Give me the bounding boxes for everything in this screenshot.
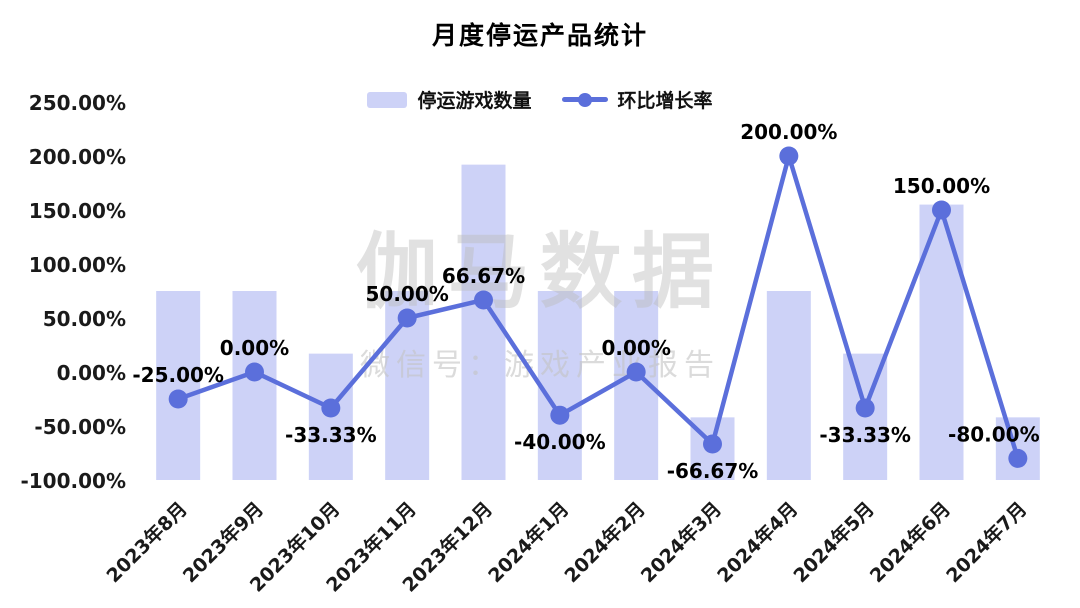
y-axis-tick-label: 150.00%: [29, 199, 126, 223]
line-series-marker-icon: [577, 92, 592, 107]
growth-rate-data-label: -40.00%: [514, 430, 606, 454]
y-axis-tick-label: -50.00%: [34, 415, 126, 439]
growth-rate-point: [168, 389, 188, 409]
growth-rate-data-label: 66.67%: [442, 264, 525, 288]
growth-rate-data-label: -66.67%: [667, 459, 759, 483]
growth-rate-data-label: 0.00%: [220, 336, 289, 360]
y-axis-tick-label: 250.00%: [29, 91, 126, 115]
x-axis-category-label: 2024年4月: [712, 497, 802, 587]
legend: 停运游戏数量 环比增长率: [0, 86, 1080, 113]
bar-discontinued-count: [232, 291, 277, 480]
legend-item-bar-series: 停运游戏数量: [367, 86, 532, 113]
line-series-swatch: [561, 92, 608, 107]
legend-label-bar-series: 停运游戏数量: [417, 90, 532, 112]
x-axis-category-label: 2023年8月: [102, 497, 192, 587]
bar-series-swatch: [367, 91, 408, 108]
growth-rate-data-label: 50.00%: [366, 282, 449, 306]
growth-rate-data-label: 0.00%: [601, 336, 670, 360]
y-axis-tick-label: -100.00%: [20, 469, 126, 493]
x-axis-category-label: 2024年1月: [483, 497, 573, 587]
x-axis-category-label: 2024年7月: [941, 497, 1031, 587]
x-axis-category-label: 2024年3月: [636, 497, 726, 587]
bar-discontinued-count: [766, 291, 811, 480]
x-axis-category-label: 2024年5月: [789, 497, 879, 587]
bar-discontinued-count: [995, 417, 1040, 480]
watermark-brand: 伽马数据: [356, 225, 724, 320]
bar-discontinued-count: [156, 291, 201, 480]
legend-item-line-series: 环比增长率: [561, 86, 713, 113]
y-axis-tick-label: 0.00%: [57, 361, 126, 385]
growth-rate-point: [474, 290, 493, 310]
growth-rate-data-label: -25.00%: [132, 363, 224, 387]
growth-rate-point: [397, 308, 417, 328]
growth-rate-point: [779, 146, 799, 166]
x-axis-category-label: 2024年2月: [560, 497, 650, 587]
y-axis-tick-label: 50.00%: [43, 307, 126, 331]
growth-rate-point: [550, 405, 570, 425]
growth-rate-point: [321, 398, 341, 418]
growth-rate-point: [932, 200, 951, 220]
growth-rate-point: [855, 398, 875, 418]
legend-label-line-series: 环比增长率: [617, 90, 713, 112]
growth-rate-point: [703, 434, 722, 454]
bar-discontinued-count: [537, 291, 582, 480]
x-axis-category-label: 2024年6月: [865, 497, 955, 587]
y-axis-tick-label: 200.00%: [29, 145, 126, 169]
growth-rate-line: [175, 153, 1021, 461]
growth-rate-point: [626, 362, 646, 382]
chart-title: 月度停运产品统计: [431, 21, 648, 50]
y-axis-tick-label: 100.00%: [29, 253, 126, 277]
growth-rate-data-label: 200.00%: [740, 120, 837, 144]
growth-rate-data-label: -80.00%: [948, 422, 1040, 446]
growth-rate-data-label: 150.00%: [893, 174, 990, 198]
growth-rate-point: [1008, 448, 1028, 468]
growth-rate-data-label: -33.33%: [819, 423, 911, 447]
growth-rate-data-label: -33.33%: [285, 423, 377, 447]
growth-rate-point: [245, 362, 264, 382]
